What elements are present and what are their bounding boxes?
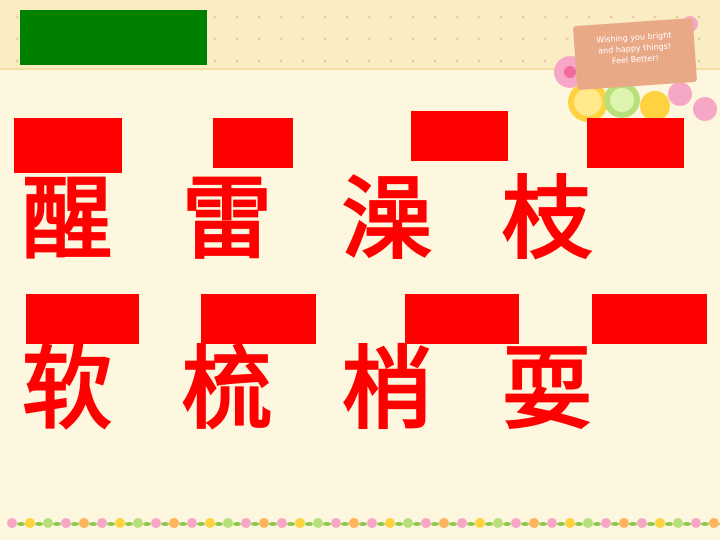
title-placeholder-block [20,10,207,65]
border-flower [673,518,683,528]
border-leaf [179,522,187,526]
border-flower [25,518,35,528]
border-leaf [701,522,709,526]
border-leaf [161,522,169,526]
border-leaf [575,522,583,526]
border-leaf [287,522,295,526]
border-flower [295,518,305,528]
border-leaf [647,522,655,526]
character-3: 澡 [342,167,432,272]
border-leaf [467,522,475,526]
border-leaf [503,522,511,526]
pinyin-mask-3 [411,111,508,161]
border-flower [493,518,503,528]
border-leaf [71,522,79,526]
border-flower [385,518,395,528]
pinyin-mask-4 [587,118,684,168]
border-flower [619,518,629,528]
character-7: 梢 [342,337,432,442]
border-flower [601,518,611,528]
border-flower [187,518,197,528]
wish-card: Wishing you bright and happy things! Fee… [572,17,698,91]
border-flower [421,518,431,528]
border-flower [439,518,449,528]
character-2: 雷 [182,167,272,272]
border-flower [655,518,665,528]
border-flower [367,518,377,528]
border-flower [349,518,359,528]
border-flower [529,518,539,528]
border-leaf [413,522,421,526]
pinyin-mask-2 [213,118,293,168]
border-leaf [197,522,205,526]
border-flower [61,518,71,528]
border-leaf [143,522,151,526]
border-leaf [251,522,259,526]
border-flower [43,518,53,528]
border-flower [259,518,269,528]
border-flower [313,518,323,528]
border-leaf [629,522,637,526]
border-leaf [53,522,61,526]
border-flower [457,518,467,528]
border-flower [547,518,557,528]
border-leaf [233,522,241,526]
border-leaf [35,522,43,526]
pinyin-mask-5 [26,294,139,344]
border-leaf [17,522,25,526]
border-leaf [305,522,313,526]
border-flower [277,518,287,528]
character-6: 梳 [182,337,272,442]
border-flower [115,518,125,528]
pinyin-mask-6 [201,294,316,344]
border-leaf [323,522,331,526]
border-flower [403,518,413,528]
border-leaf [377,522,385,526]
border-flower [475,518,485,528]
border-leaf [395,522,403,526]
border-leaf [107,522,115,526]
flower-border [7,518,720,528]
border-flower [331,518,341,528]
pinyin-mask-8 [592,294,707,344]
border-flower [565,518,575,528]
border-leaf [89,522,97,526]
border-flower [691,518,701,528]
flower-citrus-decoration [554,16,717,122]
border-leaf [431,522,439,526]
border-flower [97,518,107,528]
border-flower [709,518,719,528]
border-flower [511,518,521,528]
border-leaf [593,522,601,526]
border-leaf [683,522,691,526]
character-4: 枝 [502,167,592,272]
border-leaf [341,522,349,526]
border-leaf [125,522,133,526]
border-flower [241,518,251,528]
pinyin-mask-7 [405,294,519,344]
border-leaf [521,522,529,526]
border-leaf [215,522,223,526]
border-flower [133,518,143,528]
character-1: 醒 [22,167,112,272]
character-5: 软 [22,337,112,442]
border-leaf [557,522,565,526]
border-flower [79,518,89,528]
border-leaf [665,522,673,526]
border-leaf [611,522,619,526]
border-leaf [449,522,457,526]
border-flower [583,518,593,528]
border-leaf [539,522,547,526]
border-flower [223,518,233,528]
border-leaf [269,522,277,526]
border-flower [205,518,215,528]
border-flower [637,518,647,528]
border-flower [169,518,179,528]
border-leaf [485,522,493,526]
border-flower [7,518,17,528]
border-leaf [359,522,367,526]
pinyin-mask-1 [14,118,122,173]
character-8: 耍 [502,337,592,442]
border-flower [151,518,161,528]
